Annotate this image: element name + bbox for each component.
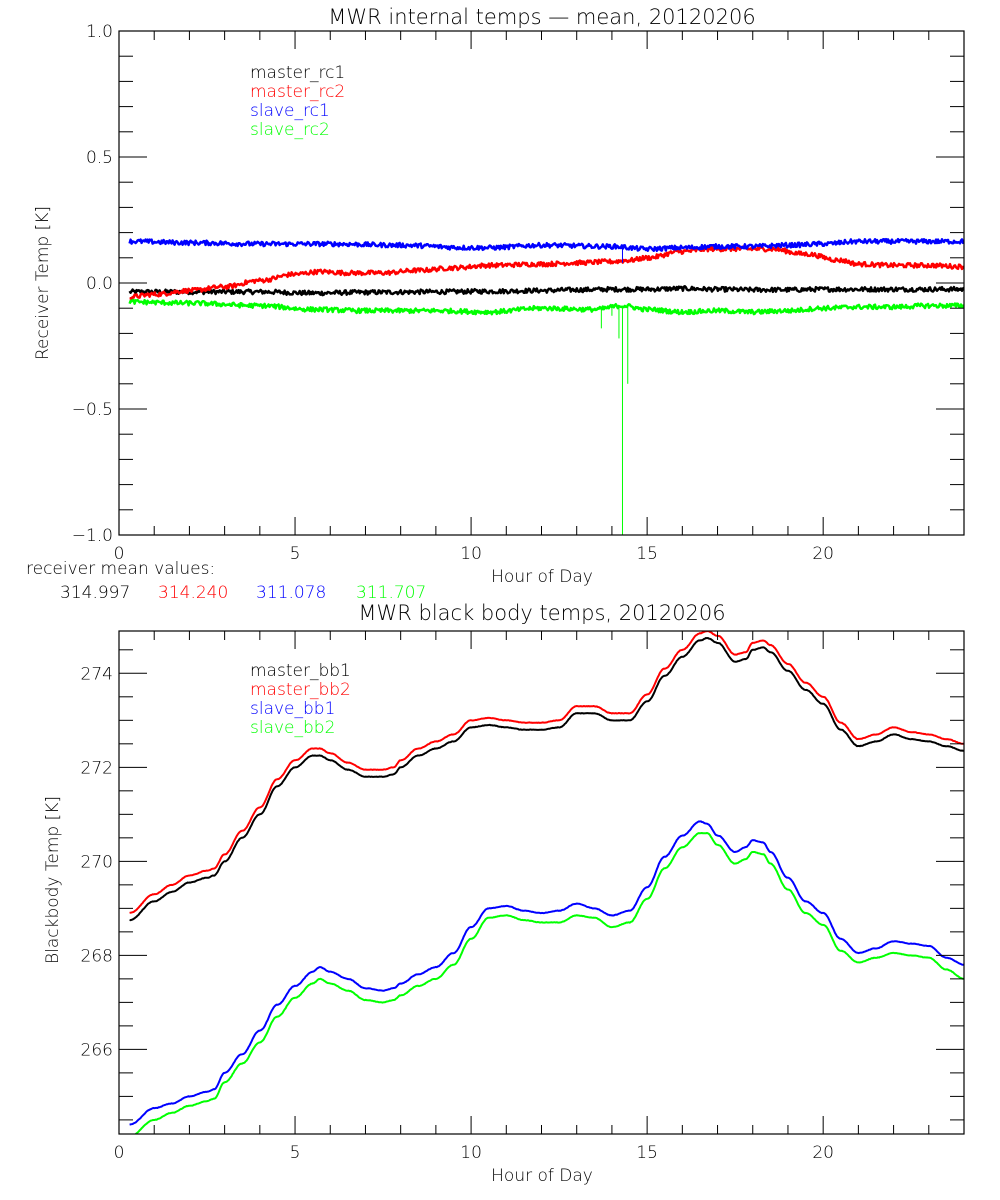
series-line-slave_rc1 [128,237,964,253]
y-tick-label: 274 [81,664,113,684]
series-line-slave_bb1 [129,820,964,1126]
series-line-slave_rc2 [128,298,964,316]
legend-item-slave_bb2: slave_bb2 [250,718,335,738]
y-tick-label: 272 [81,758,113,778]
receiver-mean-label: receiver mean values: [26,559,215,579]
x-tick-label: 5 [290,1143,301,1163]
blackbody-temps-chart: MWR black body temps, 20120206 0 5 10 15 20 2… [43,601,965,1186]
y-axis-label: Receiver Temp [K] [33,206,53,360]
y-tick-label: 268 [81,946,113,966]
series-lines [128,237,964,535]
legend-item-master_bb1: master_bb1 [250,661,351,681]
legend-item-slave_rc2: slave_rc2 [250,120,330,140]
series-line-master_rc1 [128,285,964,297]
y-tick-label: −0.5 [72,400,113,420]
legend-item-master_bb2: master_bb2 [250,680,351,700]
internal-temps-chart: MWR internal temps — mean, 20120206 0 5 10… [26,5,965,603]
plot-frame [118,630,965,1135]
y-tick-label: 1.0 [86,22,113,42]
receiver-mean-value: 314.240 [158,583,228,603]
x-tick-label: 5 [290,544,301,564]
chart-title: MWR black body temps, 20120206 [358,601,725,625]
receiver-mean-value: 311.078 [256,583,326,603]
y-tick-label: −1.0 [72,526,113,546]
y-tick-label: 270 [81,852,113,872]
x-tick-label: 15 [636,544,658,564]
x-tick-label: 10 [460,544,482,564]
axes: 0 5 10 15 20 266 268 270 272 274 [81,630,965,1163]
y-tick-label: 266 [81,1040,113,1060]
y-axis-label: Blackbody Temp [K] [43,796,63,964]
receiver-mean-values: 314.997 314.240 311.078 311.707 [60,583,426,603]
legend-item-slave_rc1: slave_rc1 [250,101,330,121]
x-tick-label: 10 [460,1143,482,1163]
series-line-slave_bb2 [133,832,964,1134]
x-axis-label: Hour of Day [491,567,593,587]
y-tick-label: 0.0 [86,274,113,294]
series-line-master_rc2 [129,245,964,301]
receiver-mean-value: 314.997 [60,583,130,603]
x-tick-label: 0 [114,544,125,564]
legend-item-slave_bb1: slave_bb1 [250,699,335,719]
x-axis-label: Hour of Day [491,1166,593,1186]
receiver-mean-value: 311.707 [356,583,426,603]
chart-title: MWR internal temps — mean, 20120206 [328,5,755,29]
series-line-master_bb1 [129,637,964,922]
x-tick-label: 0 [114,1143,125,1163]
y-tick-label: 0.5 [86,148,113,168]
series-lines [129,631,964,1134]
legend-item-master_rc1: master_rc1 [250,63,345,83]
axes: 0 5 10 15 20 −1.0 −0.5 0.0 0.5 1.0 [72,22,965,564]
series-line-master_bb2 [129,631,964,914]
legend-item-master_rc2: master_rc2 [250,82,345,102]
x-tick-label: 20 [812,544,834,564]
x-tick-label: 20 [812,1143,834,1163]
x-tick-label: 15 [636,1143,658,1163]
